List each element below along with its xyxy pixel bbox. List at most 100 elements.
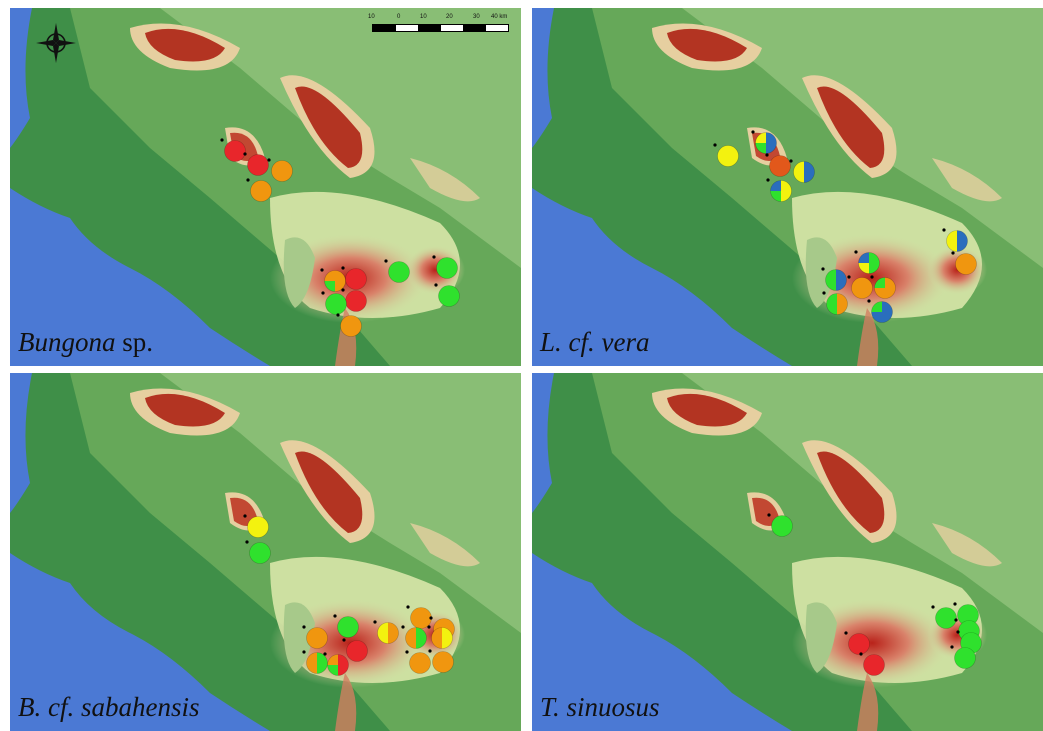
- site-dot: [859, 652, 863, 656]
- mountain-peak-area: [145, 28, 225, 62]
- mountain-peak-area: [667, 393, 747, 427]
- pie-chart-marker: [854, 250, 880, 274]
- scale-tick: 20: [446, 14, 453, 20]
- panel-label: Bungona sp.: [18, 327, 153, 358]
- site-dot: [854, 250, 858, 254]
- pie-slice: [345, 268, 367, 290]
- site-dot: [373, 620, 377, 624]
- pie-chart-marker: [245, 540, 271, 564]
- pie-slice: [858, 252, 869, 263]
- scale-bar: 10 0 10 20 30 40 km: [364, 14, 512, 34]
- pie-chart-marker: [859, 652, 885, 676]
- site-dot: [429, 616, 433, 620]
- lake: [805, 602, 837, 673]
- scale-bar-ticks: 10 0 10 20 30 40 km: [364, 14, 512, 23]
- pie-slice: [271, 160, 293, 182]
- pie-chart-marker: [246, 178, 272, 202]
- site-dot: [427, 625, 431, 629]
- site-dot: [341, 288, 345, 292]
- site-dot: [847, 275, 851, 279]
- pie-chart-marker: [267, 158, 293, 182]
- pie-slice: [848, 633, 870, 655]
- species-name: B. cf. sabahensis: [18, 692, 200, 722]
- pie-slice: [438, 285, 460, 307]
- lake: [283, 237, 315, 308]
- site-dot: [766, 178, 770, 182]
- pie-chart-marker: [341, 266, 367, 290]
- pie-slice: [957, 604, 979, 626]
- pie-slice: [335, 270, 346, 292]
- pie-slice: [781, 180, 792, 202]
- site-dot: [954, 618, 958, 622]
- mountain-peak-area: [667, 28, 747, 62]
- pie-slice: [804, 161, 815, 183]
- site-dot: [245, 540, 249, 544]
- pie-slice: [935, 607, 957, 629]
- species-name: L. cf. vera: [540, 327, 650, 357]
- pie-slice: [769, 155, 791, 177]
- pie-slice: [836, 269, 847, 291]
- lake: [283, 602, 315, 673]
- site-dot: [867, 299, 871, 303]
- pie-chart-marker: [401, 625, 427, 649]
- site-dot: [953, 602, 957, 606]
- pie-slice: [416, 627, 427, 649]
- site-dot: [220, 138, 224, 142]
- pie-chart-marker: [844, 631, 870, 655]
- pie-slice: [306, 627, 328, 649]
- pie-chart-marker: [320, 268, 346, 292]
- site-dot: [243, 152, 247, 156]
- pie-slice: [851, 277, 873, 299]
- mountain-peak-area: [145, 393, 225, 427]
- pie-slice: [858, 263, 869, 274]
- terrain-map: [10, 8, 521, 366]
- pie-chart-marker: [931, 605, 957, 629]
- map-panel-lvera: L. cf. vera: [532, 8, 1043, 366]
- scale-tick: 30: [473, 14, 480, 20]
- pie-slice: [771, 515, 793, 537]
- site-dot: [822, 291, 826, 295]
- site-dot: [246, 178, 250, 182]
- pie-slice: [338, 654, 349, 676]
- map-panel-bungona: 10 0 10 20 30 40 km Bungona sp.: [10, 8, 521, 366]
- pie-chart-marker: [427, 625, 453, 649]
- pie-slice: [770, 191, 781, 202]
- pie-slice: [863, 654, 885, 676]
- pie-slice: [410, 607, 432, 629]
- pie-slice: [442, 627, 453, 649]
- pie-chart-marker: [789, 159, 815, 183]
- site-dot: [956, 630, 960, 634]
- site-dot: [267, 158, 271, 162]
- mountain-peak-area: [817, 451, 885, 533]
- site-dot: [401, 625, 405, 629]
- pie-slice: [825, 269, 836, 291]
- pie-slice: [869, 252, 880, 274]
- pie-slice: [325, 293, 347, 315]
- pie-slice: [317, 652, 328, 674]
- pie-slice: [324, 270, 335, 281]
- pie-slice: [766, 132, 777, 154]
- mountain-peak-area: [817, 86, 885, 168]
- pie-slice: [249, 542, 271, 564]
- scale-tick: 10: [368, 14, 375, 20]
- pie-slice: [250, 180, 272, 202]
- pie-chart-marker: [243, 152, 269, 176]
- pie-slice: [224, 140, 246, 162]
- scale-tick: 10: [420, 14, 427, 20]
- pie-chart-marker: [336, 313, 362, 337]
- site-dot: [333, 614, 337, 618]
- pie-slice: [306, 652, 317, 674]
- panel-label: L. cf. vera: [540, 327, 649, 358]
- site-dot: [341, 266, 345, 270]
- pie-chart-marker: [821, 267, 847, 291]
- pie-slice: [432, 651, 454, 673]
- pie-chart-marker: [432, 255, 458, 279]
- pie-slice: [874, 277, 885, 288]
- pie-slice: [770, 180, 781, 191]
- pie-slice: [837, 293, 848, 315]
- pie-chart-marker: [384, 259, 410, 283]
- pie-chart-marker: [342, 638, 368, 662]
- pie-chart-marker: [243, 514, 269, 538]
- sea-area: [532, 8, 554, 148]
- pie-chart-marker: [220, 138, 246, 162]
